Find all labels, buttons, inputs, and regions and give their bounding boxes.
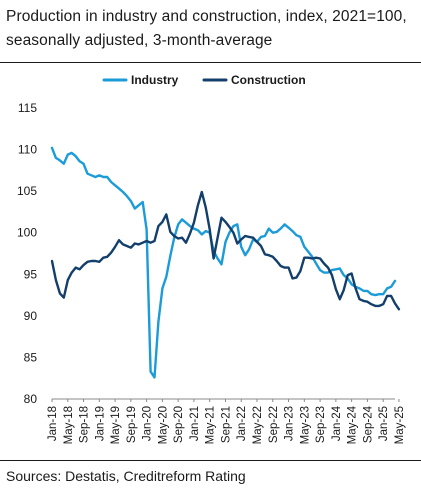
x-tick-label: May-22 bbox=[252, 406, 264, 444]
y-tick-label: 80 bbox=[24, 392, 38, 406]
y-tick-label: 95 bbox=[24, 267, 38, 281]
title-divider bbox=[0, 62, 421, 63]
legend-label-construction: Construction bbox=[231, 73, 306, 87]
x-tick-label: Sep-20 bbox=[173, 406, 185, 443]
x-tick-label: Sep-21 bbox=[220, 406, 232, 443]
y-tick-label: 110 bbox=[18, 143, 37, 157]
x-tick-label: May-20 bbox=[157, 406, 169, 444]
x-tick-label: May-25 bbox=[394, 406, 406, 444]
x-tick-label: Sep-23 bbox=[315, 406, 327, 443]
chart-legend: Industry Construction bbox=[102, 73, 306, 87]
x-tick-label: May-21 bbox=[205, 406, 217, 444]
source-divider bbox=[0, 460, 421, 461]
x-axis: Jan-18 May-18 Sep-18 Jan-19 May-19 Sep-19 Jan-… bbox=[47, 398, 406, 444]
x-tick-label: Jan-18 bbox=[47, 406, 59, 441]
chart-series bbox=[50, 146, 401, 379]
y-tick-label: 90 bbox=[24, 309, 38, 323]
x-tick-label: May-24 bbox=[347, 405, 359, 444]
x-tick-label: May-23 bbox=[299, 406, 311, 444]
x-tick-label: Jan-22 bbox=[236, 406, 248, 441]
chart-title: Production in industry and construction,… bbox=[6, 8, 407, 49]
x-tick-label: Jan-25 bbox=[378, 406, 390, 441]
source-note: Sources: Destatis, Creditreform Rating bbox=[6, 468, 246, 484]
x-tick-label: Jan-24 bbox=[331, 405, 343, 441]
x-tick-label: Sep-22 bbox=[268, 406, 280, 443]
x-tick-label: Sep-24 bbox=[362, 405, 374, 443]
x-tick-label: May-19 bbox=[110, 406, 122, 444]
y-tick-label: 85 bbox=[24, 350, 38, 364]
legend-label-industry: Industry bbox=[131, 73, 179, 87]
y-tick-label: 105 bbox=[17, 184, 37, 198]
x-tick-label: Jan-20 bbox=[142, 406, 154, 441]
x-tick-label: Jan-23 bbox=[284, 406, 296, 441]
x-tick-label: Jan-21 bbox=[189, 406, 201, 441]
y-tick-label: 115 bbox=[18, 101, 37, 115]
y-tick-label: 100 bbox=[17, 226, 37, 240]
series-line-industry bbox=[50, 146, 397, 379]
x-tick-label: May-18 bbox=[63, 406, 75, 444]
x-tick-label: Sep-18 bbox=[79, 406, 91, 443]
series-line-construction bbox=[50, 190, 401, 311]
x-tick-label: Sep-19 bbox=[126, 406, 138, 443]
y-axis: 80 85 90 95 100 105 110 115 bbox=[17, 101, 37, 406]
x-tick-label: Jan-19 bbox=[94, 406, 106, 441]
